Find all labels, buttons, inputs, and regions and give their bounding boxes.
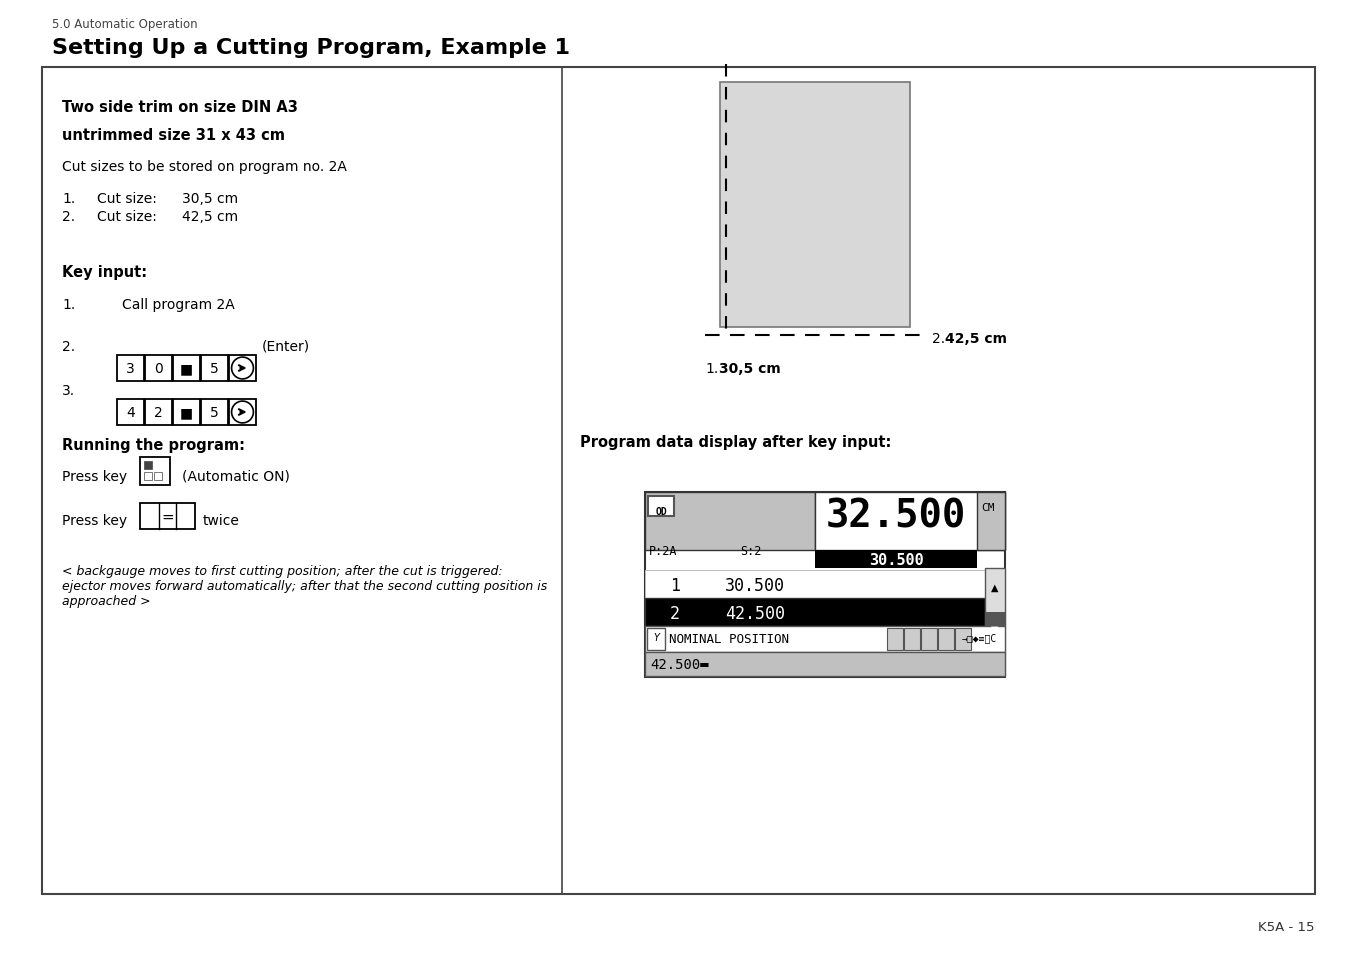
Text: 42.500: 42.500 [725, 604, 785, 622]
Text: 30,5 cm: 30,5 cm [719, 361, 781, 375]
Bar [145, 399, 172, 426]
Text: 30,5 cm: 30,5 cm [182, 192, 238, 206]
Text: OD: OD [655, 506, 667, 517]
Bar [815, 493, 1005, 551]
Text: 2.: 2. [62, 210, 76, 224]
Text: 2: 2 [670, 604, 680, 622]
Text: (Automatic ON): (Automatic ON) [182, 470, 290, 483]
Bar [985, 568, 1005, 626]
Bar [644, 652, 1005, 677]
Text: 2.: 2. [62, 339, 76, 354]
Bar [904, 628, 920, 650]
Text: Setting Up a Cutting Program, Example 1: Setting Up a Cutting Program, Example 1 [51, 38, 570, 58]
Bar [815, 551, 977, 568]
Text: 1.: 1. [62, 297, 76, 312]
Text: K5A - 15: K5A - 15 [1259, 920, 1315, 933]
Text: CM: CM [981, 502, 994, 513]
Text: twice: twice [203, 514, 240, 527]
Bar [145, 461, 153, 470]
Text: (Enter): (Enter) [262, 339, 311, 354]
Text: 32.500: 32.500 [825, 497, 966, 536]
Text: Call program 2A: Call program 2A [122, 297, 235, 312]
Text: 1.: 1. [62, 192, 76, 206]
Text: Two side trim on size DIN A3: Two side trim on size DIN A3 [62, 100, 297, 115]
Bar [644, 626, 1005, 652]
Bar [145, 473, 153, 480]
Bar [141, 457, 170, 485]
Text: →□◆≡≪C: →□◆≡≪C [962, 633, 997, 642]
Text: ■: ■ [180, 406, 193, 419]
Bar [201, 355, 228, 381]
Bar [118, 399, 145, 426]
Text: =: = [161, 509, 174, 524]
Text: 1.: 1. [705, 361, 719, 375]
Bar [173, 355, 200, 381]
Text: 42.500▬: 42.500▬ [650, 658, 709, 671]
Text: Press key: Press key [62, 470, 127, 483]
Bar [145, 355, 172, 381]
Text: 0: 0 [154, 361, 163, 375]
Text: 42,5 cm: 42,5 cm [944, 332, 1006, 346]
Bar [230, 355, 255, 381]
Bar [888, 628, 902, 650]
Bar [921, 628, 938, 650]
Text: S:2: S:2 [740, 544, 762, 558]
Bar [938, 628, 954, 650]
Bar [230, 399, 255, 426]
Bar [141, 503, 195, 530]
Text: Running the program:: Running the program: [62, 437, 245, 453]
Text: 1: 1 [670, 577, 680, 595]
Text: 30.500: 30.500 [725, 577, 785, 595]
Text: Key input:: Key input: [62, 265, 147, 280]
Text: Y: Y [653, 633, 659, 642]
Text: 3: 3 [126, 361, 135, 375]
Bar [647, 628, 665, 650]
Text: < backgauge moves to first cutting position; after the cut is triggered:
ejector: < backgauge moves to first cutting posit… [62, 564, 547, 607]
Bar [201, 399, 228, 426]
Text: 5: 5 [211, 406, 219, 419]
Text: ■: ■ [180, 361, 193, 375]
Text: Press key: Press key [62, 514, 127, 527]
Text: 2: 2 [154, 406, 163, 419]
Text: Cut size:: Cut size: [97, 210, 157, 224]
Text: 42,5 cm: 42,5 cm [182, 210, 238, 224]
Bar [644, 571, 985, 598]
Text: Cut sizes to be stored on program no. 2A: Cut sizes to be stored on program no. 2A [62, 160, 347, 173]
Text: Program data display after key input:: Program data display after key input: [580, 435, 892, 450]
Text: 4: 4 [126, 406, 135, 419]
Bar [720, 83, 911, 328]
Text: 2.: 2. [932, 332, 946, 346]
Bar [154, 473, 162, 480]
Text: P:2A: P:2A [648, 544, 677, 558]
Text: 5: 5 [211, 361, 219, 375]
Bar [644, 598, 985, 626]
Bar [42, 68, 1315, 894]
Bar [118, 355, 145, 381]
Bar [985, 613, 1005, 626]
Text: untrimmed size 31 x 43 cm: untrimmed size 31 x 43 cm [62, 128, 285, 143]
Bar [173, 399, 200, 426]
Text: 3.: 3. [62, 384, 76, 397]
Text: ▼: ▼ [992, 624, 998, 635]
Text: Cut size:: Cut size: [97, 192, 157, 206]
Bar [955, 628, 971, 650]
Text: ▲: ▲ [992, 582, 998, 593]
Bar [648, 497, 674, 517]
Text: NOMINAL POSITION: NOMINAL POSITION [669, 633, 789, 645]
Bar [644, 493, 815, 551]
Text: 5.0 Automatic Operation: 5.0 Automatic Operation [51, 18, 197, 30]
Text: 30.500: 30.500 [869, 553, 923, 567]
Bar [977, 493, 1005, 551]
Bar [644, 493, 1005, 678]
